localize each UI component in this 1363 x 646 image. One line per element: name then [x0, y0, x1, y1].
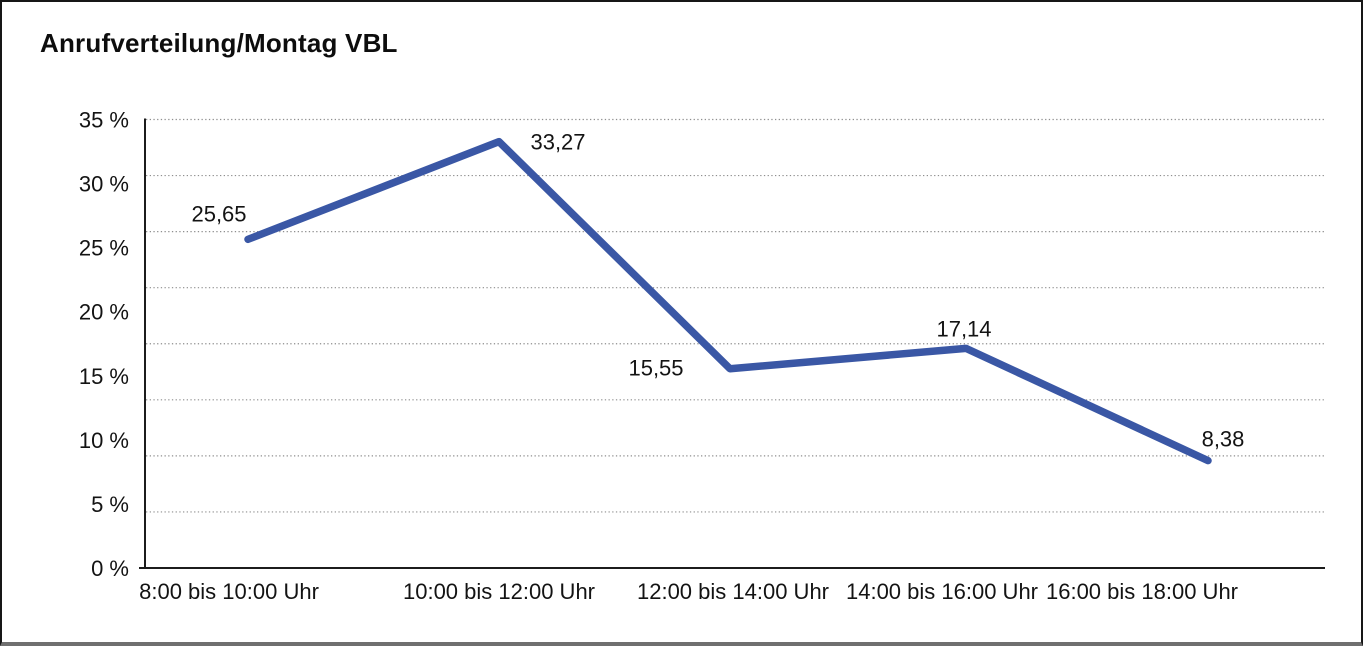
data-point-label: 8,38 [1202, 427, 1245, 452]
y-tick-label: 35 % [79, 108, 129, 133]
y-tick-label: 10 % [79, 428, 129, 453]
y-tick-label: 5 % [91, 492, 129, 517]
x-tick-label: 16:00 bis 18:00 Uhr [1046, 579, 1238, 604]
y-tick-label: 0 % [91, 556, 129, 581]
x-tick-label: 10:00 bis 12:00 Uhr [403, 579, 595, 604]
x-tick-label: 8:00 bis 10:00 Uhr [139, 579, 319, 604]
x-tick-label: 12:00 bis 14:00 Uhr [637, 579, 829, 604]
data-point-label: 25,65 [191, 201, 246, 226]
data-point-label: 17,14 [936, 316, 991, 341]
y-tick-label: 20 % [79, 300, 129, 325]
data-point-label: 15,55 [628, 356, 683, 381]
chart-title: Anrufverteilung/Montag VBL [40, 28, 398, 58]
y-tick-label: 30 % [79, 172, 129, 197]
y-tick-label: 25 % [79, 236, 129, 261]
data-line [244, 137, 1212, 465]
y-tick-label: 15 % [79, 364, 129, 389]
x-tick-label: 14:00 bis 16:00 Uhr [846, 579, 1038, 604]
data-point-label: 33,27 [530, 130, 585, 155]
